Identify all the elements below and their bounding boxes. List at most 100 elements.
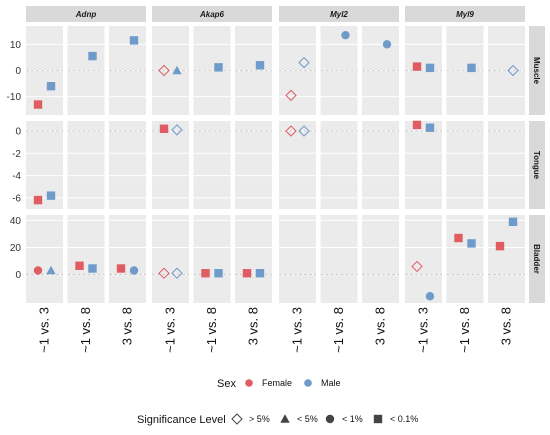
panel-background xyxy=(193,215,231,303)
x-tick-label: ~1 vs. 3 xyxy=(37,307,52,353)
row-strip xyxy=(529,121,545,209)
legend-significance-key xyxy=(280,414,290,423)
column-strip-label: Myl9 xyxy=(456,10,474,19)
row-strip xyxy=(529,215,545,303)
row-strip-label: Muscle xyxy=(532,57,541,85)
x-tick-label: ~1 vs. 3 xyxy=(163,307,178,353)
panel-background xyxy=(152,121,189,209)
data-point xyxy=(33,266,43,275)
legend-sex-key xyxy=(245,379,253,387)
panel-background xyxy=(152,215,189,303)
x-tick-label: ~1 vs. 8 xyxy=(204,307,219,353)
data-point xyxy=(88,51,97,61)
data-point xyxy=(46,191,56,200)
panel-background xyxy=(362,121,399,209)
data-point xyxy=(425,123,435,132)
panel-background xyxy=(109,215,146,303)
y-tick-label: 0 xyxy=(15,66,21,77)
legend-significance-title: Significance Level xyxy=(137,414,226,426)
legend-sex-label: Female xyxy=(262,378,292,388)
data-point xyxy=(425,292,435,301)
panel-background xyxy=(235,121,272,209)
column-strip xyxy=(26,6,146,22)
y-tick-label: -6 xyxy=(12,193,21,204)
panel-background xyxy=(488,215,525,303)
legend-significance-label: < 0.1% xyxy=(390,414,418,424)
axes-layer: 10 0 -10 0 -2 -4 -6 40 20 0 ~1 vs. 3 ~1 vs. 8 3 vs. … xyxy=(7,40,514,353)
legend-significance-label: < 1% xyxy=(342,414,363,424)
panel-background xyxy=(405,121,442,209)
column-strip-label: Myl2 xyxy=(330,10,348,19)
x-tick-label: ~1 vs. 3 xyxy=(290,307,305,353)
row-strip xyxy=(529,26,545,115)
column-strip xyxy=(152,6,272,22)
x-tick-label: ~1 vs. 8 xyxy=(457,307,472,353)
data-point xyxy=(159,124,169,133)
x-tick-label: ~1 vs. 8 xyxy=(78,307,93,353)
data-point xyxy=(412,120,422,130)
panel-background xyxy=(362,215,399,303)
data-point xyxy=(171,267,183,279)
y-tick-label: -2 xyxy=(12,149,21,160)
panel-background xyxy=(235,215,272,303)
data-point xyxy=(467,239,476,248)
panel-background xyxy=(446,215,484,303)
data-point xyxy=(285,125,297,137)
y-tick-label: 20 xyxy=(10,243,22,254)
panel-background xyxy=(320,121,358,209)
y-tick-label: 10 xyxy=(10,40,22,51)
panels-layer xyxy=(26,26,525,303)
data-point xyxy=(467,63,476,73)
x-tick-label: 3 vs. 8 xyxy=(120,307,135,345)
data-point xyxy=(255,269,265,278)
data-point xyxy=(255,61,265,70)
x-tick-label: ~1 vs. 3 xyxy=(416,307,431,353)
panel-background xyxy=(279,121,316,209)
data-point xyxy=(214,269,223,278)
data-point xyxy=(75,261,84,270)
panel-background xyxy=(67,121,105,209)
data-point xyxy=(411,260,423,273)
column-strip xyxy=(405,6,525,22)
legend-significance-key xyxy=(373,414,383,424)
y-tick-label: 0 xyxy=(15,127,21,138)
legend-significance-key xyxy=(325,414,335,424)
y-tick-label: -10 xyxy=(7,92,22,103)
data-point xyxy=(129,36,139,45)
data-point xyxy=(242,269,252,278)
panel-background xyxy=(320,215,358,303)
data-point xyxy=(158,64,170,77)
column-strip-label: Adnp xyxy=(75,10,97,19)
data-point xyxy=(46,82,56,91)
data-point xyxy=(454,233,463,243)
points-layer xyxy=(33,30,519,301)
panel-background xyxy=(67,215,105,303)
legend-sex-label: Male xyxy=(321,378,341,388)
data-point xyxy=(172,65,182,75)
data-point xyxy=(88,264,97,273)
data-point xyxy=(382,40,392,49)
row-strip-label: Bladder xyxy=(532,244,541,274)
data-point xyxy=(214,63,223,72)
y-tick-label: 40 xyxy=(10,216,22,227)
data-point xyxy=(341,30,350,40)
data-point xyxy=(46,265,56,275)
legend-significance-label: < 5% xyxy=(297,414,318,424)
data-point xyxy=(129,266,139,275)
strips-layer: Adnp Akap6 Myl2 Myl9 Muscle Tongue Bladder xyxy=(26,6,545,303)
data-point xyxy=(285,89,297,102)
row-strip-label: Tongue xyxy=(532,151,541,180)
data-point xyxy=(201,269,210,278)
panel-background xyxy=(109,121,146,209)
panel-background xyxy=(26,121,63,209)
panel-background xyxy=(488,121,525,209)
data-point xyxy=(33,100,43,109)
panel-background xyxy=(193,121,231,209)
column-strip-label: Akap6 xyxy=(199,10,225,19)
panel-background xyxy=(279,215,316,303)
x-tick-label: 3 vs. 8 xyxy=(373,307,388,345)
column-strip xyxy=(279,6,399,22)
legend-sex-key xyxy=(304,379,312,387)
legend-sex-title: Sex xyxy=(217,378,236,390)
data-point xyxy=(33,195,43,205)
